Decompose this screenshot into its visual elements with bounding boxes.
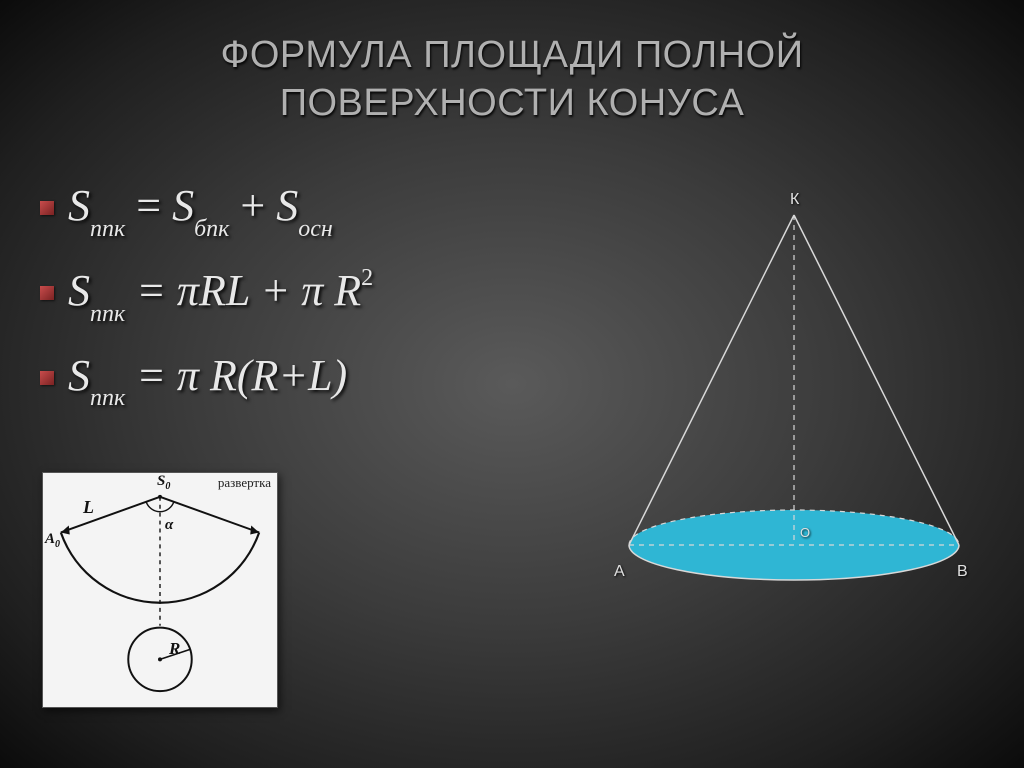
label-S0-sub: 0 [165,481,170,492]
sym-S3: S [276,181,298,230]
sub-osn: осн [298,216,333,242]
sub-ppk-3: ппк [90,385,125,411]
unfolding-inset: развертка L S0 A0 α R [42,472,278,708]
slide: ФОРМУЛА ПЛОЩАДИ ПОЛНОЙ ПОВЕРХНОСТИ КОНУС… [0,0,1024,768]
inset-title: развертка [218,475,271,491]
cone-svg [604,195,984,615]
label-alpha: α [165,517,173,534]
eq-1: = [125,181,172,230]
label-S0: S0 [157,473,170,492]
sym-S2: S [172,181,194,230]
sup-2: 2 [361,265,373,291]
plus-1: + [229,181,276,230]
title-line-2: ПОВЕРХНОСТИ КОНУСА [280,82,745,124]
bullet-icon [40,201,54,215]
formula-rest-3: = π R(R+L) [125,351,347,400]
bullet-icon [40,286,54,300]
formula-list: Sппк = Sбпк + Sосн Sппк = πRL + π R2 Sпп… [40,180,600,434]
cone-slant-right [794,215,959,545]
label-R: R [169,639,180,659]
label-B: В [957,563,968,581]
sub-ppk-1: ппк [90,216,125,242]
sym-S5: S [68,351,90,400]
center-dot [158,657,162,661]
label-L: L [83,497,94,518]
unfold-svg [43,473,277,707]
bullet-icon [40,371,54,385]
formula-factored: Sппк = π R(R+L) [40,350,600,407]
cone-figure: К А В О [604,195,984,615]
label-A0-sub: 0 [55,539,60,550]
cone-slant-left [629,215,794,545]
sub-bpk: бпк [194,216,229,242]
slide-title: ФОРМУЛА ПЛОЩАДИ ПОЛНОЙ ПОВЕРХНОСТИ КОНУС… [0,0,1024,127]
apex-dot [158,495,162,499]
formula-expanded: Sппк = πRL + π R2 [40,265,600,322]
title-line-1: ФОРМУЛА ПЛОЩАДИ ПОЛНОЙ [220,34,803,76]
label-A0-main: A [45,531,55,547]
formula-total-split: Sппк = Sбпк + Sосн [40,180,600,237]
sym-S1: S [68,181,90,230]
sym-S4: S [68,266,90,315]
label-A0: A0 [45,531,60,550]
label-A: А [614,563,625,581]
label-K: К [790,191,799,209]
formula-rest-2: = πRL + π R [125,266,361,315]
label-O: О [800,525,810,540]
sub-ppk-2: ппк [90,301,125,327]
